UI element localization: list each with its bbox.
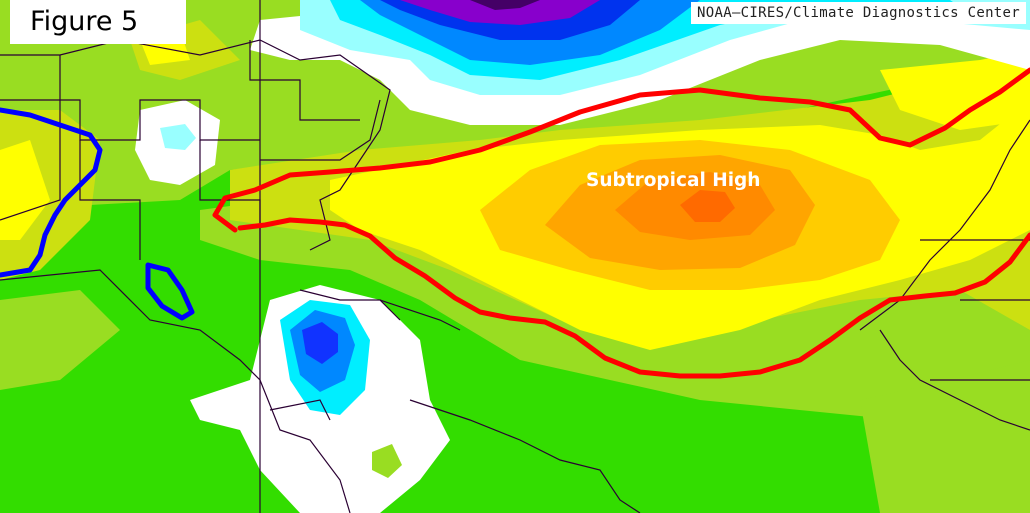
subtropical-high-label: Subtropical High (586, 170, 761, 191)
green-pocket-caribbean (372, 444, 402, 478)
blue-contour-west (0, 107, 103, 278)
core-orange-zone (680, 190, 735, 222)
dark-purple-zone (470, 0, 540, 10)
red-contour-subtropical-high (212, 67, 1030, 379)
credit-label: NOAA–CIRES/Climate Diagnostics Center (691, 2, 1026, 24)
blue-contour-mexico (145, 262, 195, 321)
blue-zone-caribbean (302, 322, 338, 364)
purple-zone (400, 0, 600, 25)
cyan-pocket-texas (160, 124, 196, 150)
figure-label: Figure 5 (10, 0, 186, 44)
